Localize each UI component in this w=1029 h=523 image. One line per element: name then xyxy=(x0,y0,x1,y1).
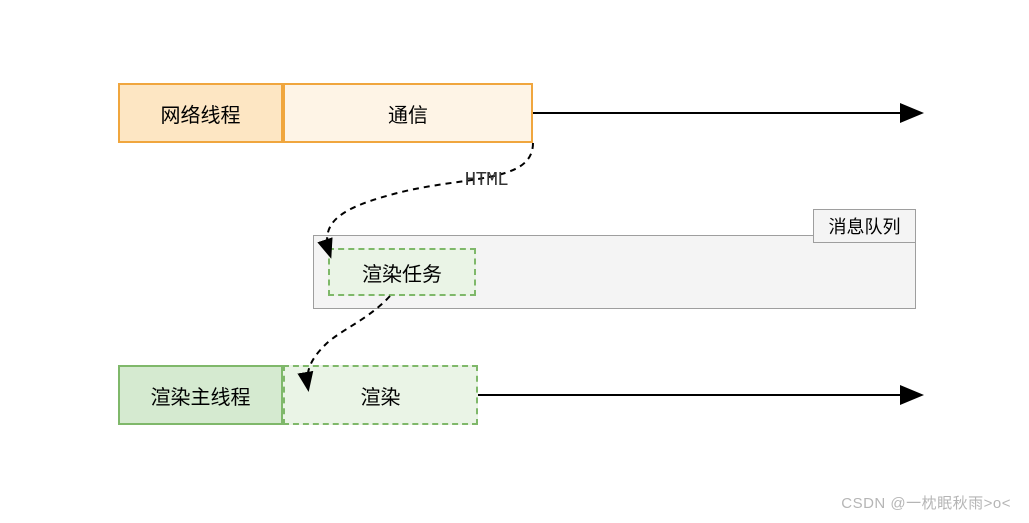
render-task-label: 渲染任务 xyxy=(362,258,442,287)
queue-tag-label: 消息队列 xyxy=(829,213,901,239)
comm-box: 通信 xyxy=(283,83,533,143)
path-html-label: HTML xyxy=(465,169,509,190)
render-main-label: 渲染主线程 xyxy=(151,381,251,410)
net-thread-box: 网络线程 xyxy=(118,83,283,143)
net-thread-label: 网络线程 xyxy=(161,99,241,128)
render-main-box: 渲染主线程 xyxy=(118,365,283,425)
render-label: 渲染 xyxy=(361,381,401,410)
watermark: CSDN @一枕眠秋雨>o< xyxy=(841,492,1011,513)
queue-tag: 消息队列 xyxy=(813,209,916,243)
render-task-box: 渲染任务 xyxy=(328,248,476,296)
render-box: 渲染 xyxy=(283,365,478,425)
comm-label: 通信 xyxy=(388,99,428,128)
watermark-text: CSDN @一枕眠秋雨>o< xyxy=(841,495,1011,512)
